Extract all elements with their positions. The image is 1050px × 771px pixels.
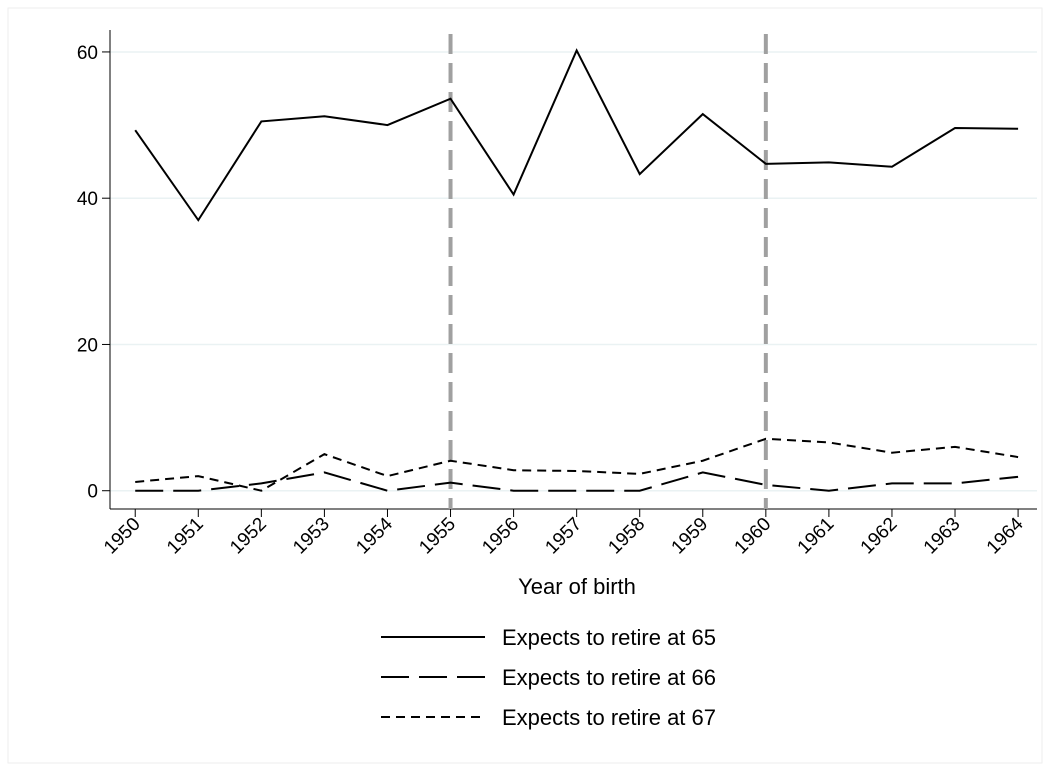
y-tick-label: 60 (77, 43, 98, 64)
y-tick-label: 40 (77, 189, 98, 210)
legend-label: Expects to retire at 65 (502, 625, 716, 650)
series-line (134, 48, 1019, 222)
legend-label: Expects to retire at 67 (502, 705, 716, 730)
x-axis-label: Year of birth (518, 574, 636, 599)
background (7, 7, 1043, 764)
y-tick-label: 0 (87, 482, 98, 503)
y-tick-label: 20 (77, 335, 98, 356)
legend-label: Expects to retire at 66 (502, 665, 716, 690)
series-line (135, 437, 1019, 492)
series-line (135, 471, 1019, 492)
